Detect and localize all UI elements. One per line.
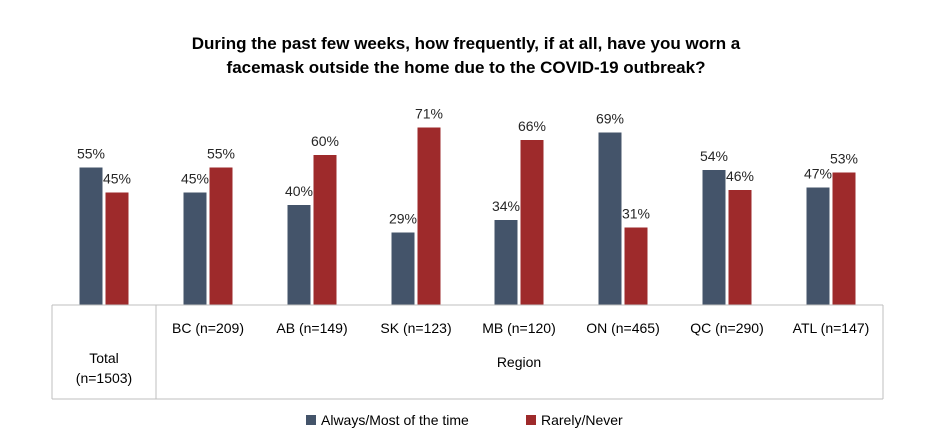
bar-always-3 bbox=[391, 232, 415, 305]
bar-always-6 bbox=[702, 170, 726, 305]
legend: Always/Most of the time Rarely/Never bbox=[306, 412, 623, 428]
bar-always-2 bbox=[287, 205, 311, 305]
value-label-always-6: 54% bbox=[700, 148, 728, 164]
bar-always-7 bbox=[806, 187, 830, 305]
value-label-rarely-4: 66% bbox=[518, 118, 546, 134]
category-axis bbox=[51, 304, 884, 400]
value-label-always-7: 47% bbox=[804, 166, 832, 182]
value-label-always-0: 55% bbox=[77, 146, 105, 162]
value-label-always-5: 69% bbox=[596, 111, 624, 127]
value-label-rarely-5: 31% bbox=[622, 206, 650, 222]
value-label-rarely-1: 55% bbox=[207, 146, 235, 162]
value-label-always-2: 40% bbox=[285, 183, 313, 199]
bar-rarely-0 bbox=[105, 192, 129, 305]
bar-rarely-2 bbox=[313, 155, 337, 305]
legend-label-always: Always/Most of the time bbox=[321, 412, 469, 428]
bars-group bbox=[79, 127, 856, 305]
region-group-label: Region bbox=[497, 354, 541, 370]
category-label-4: MB (n=120) bbox=[482, 320, 556, 336]
value-label-always-4: 34% bbox=[492, 198, 520, 214]
total-label-line1: Total bbox=[89, 350, 119, 366]
value-label-rarely-0: 45% bbox=[103, 171, 131, 187]
bar-rarely-3 bbox=[417, 127, 441, 305]
value-labels-group: 55% 45% 40% 29% 34% 69% 54% 47% 45% 55% 60% 71% 66% 3… bbox=[77, 106, 858, 227]
total-label-line2: (n=1503) bbox=[76, 370, 132, 386]
chart-title-line1: During the past few weeks, how frequentl… bbox=[192, 34, 741, 53]
value-label-rarely-2: 60% bbox=[311, 133, 339, 149]
bar-always-5 bbox=[598, 132, 622, 305]
value-label-rarely-7: 53% bbox=[830, 151, 858, 167]
category-label-7: ATL (n=147) bbox=[793, 320, 870, 336]
bar-rarely-5 bbox=[624, 227, 648, 305]
category-label-6: QC (n=290) bbox=[690, 320, 764, 336]
bar-rarely-7 bbox=[832, 172, 856, 305]
category-labels-group: BC (n=209) AB (n=149) SK (n=123) MB (n=120)… bbox=[172, 320, 869, 336]
value-label-rarely-3: 71% bbox=[415, 106, 443, 122]
chart-title-line2: facemask outside the home due to the COV… bbox=[227, 58, 706, 77]
category-label-5: ON (n=465) bbox=[586, 320, 660, 336]
category-label-2: AB (n=149) bbox=[276, 320, 347, 336]
legend-swatch-rarely bbox=[526, 415, 536, 425]
legend-swatch-always bbox=[306, 415, 316, 425]
bar-always-4 bbox=[494, 220, 518, 305]
value-label-rarely-6: 46% bbox=[726, 168, 754, 184]
value-label-always-3: 29% bbox=[389, 211, 417, 227]
legend-label-rarely: Rarely/Never bbox=[541, 412, 623, 428]
value-label-always-1: 45% bbox=[181, 171, 209, 187]
bar-always-1 bbox=[183, 192, 207, 305]
bar-rarely-4 bbox=[520, 140, 544, 305]
bar-rarely-6 bbox=[728, 190, 752, 305]
bar-always-0 bbox=[79, 167, 103, 305]
category-label-3: SK (n=123) bbox=[380, 320, 451, 336]
category-label-1: BC (n=209) bbox=[172, 320, 244, 336]
bar-rarely-1 bbox=[209, 167, 233, 305]
